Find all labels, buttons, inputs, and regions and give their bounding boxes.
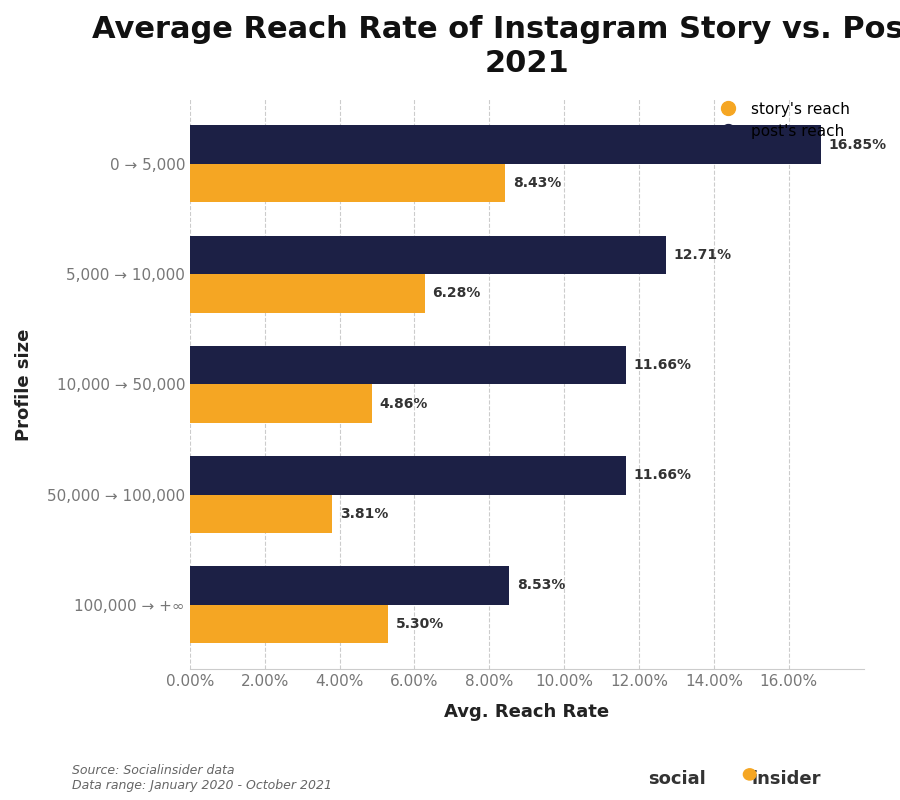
Bar <box>190 164 506 202</box>
Title: Average Reach Rate of Instagram Story vs. Post in
2021: Average Reach Rate of Instagram Story vs… <box>92 15 900 78</box>
Y-axis label: Profile size: Profile size <box>15 328 33 441</box>
Bar <box>190 126 821 164</box>
Text: insider: insider <box>752 770 821 788</box>
Bar <box>190 346 626 384</box>
Legend: story's reach, post's reach: story's reach, post's reach <box>706 96 856 146</box>
Bar <box>190 456 626 494</box>
Bar <box>190 494 332 533</box>
Text: social: social <box>648 770 706 788</box>
Text: 4.86%: 4.86% <box>379 397 428 410</box>
Bar <box>190 605 388 643</box>
Text: Source: Socialinsider data
Data range: January 2020 - October 2021: Source: Socialinsider data Data range: J… <box>72 764 332 792</box>
Text: 11.66%: 11.66% <box>634 468 692 482</box>
Bar <box>190 384 372 423</box>
Bar <box>190 274 425 313</box>
X-axis label: Avg. Reach Rate: Avg. Reach Rate <box>445 703 609 721</box>
Text: 8.43%: 8.43% <box>513 176 562 190</box>
Text: 16.85%: 16.85% <box>828 138 886 151</box>
Text: 11.66%: 11.66% <box>634 358 692 372</box>
Bar <box>190 235 666 274</box>
Text: 5.30%: 5.30% <box>396 617 444 631</box>
Text: 3.81%: 3.81% <box>340 507 389 521</box>
Text: 8.53%: 8.53% <box>517 578 565 593</box>
Bar <box>190 566 509 605</box>
Text: 12.71%: 12.71% <box>673 248 732 262</box>
Text: 6.28%: 6.28% <box>432 286 481 300</box>
